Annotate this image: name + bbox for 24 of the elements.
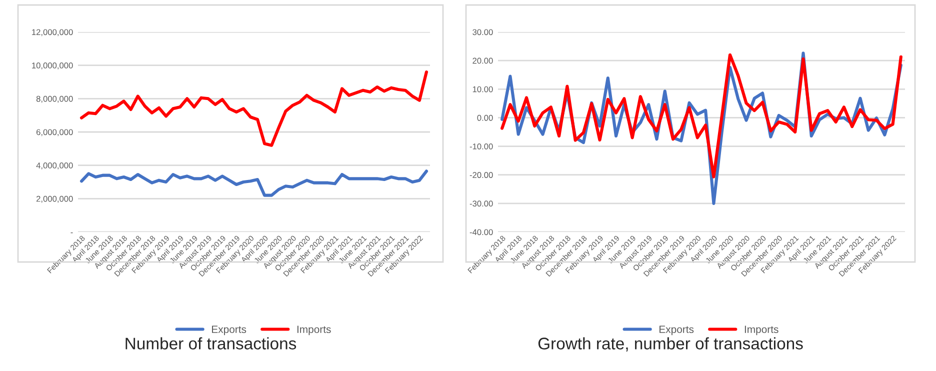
text: Number of transactions	[126, 337, 296, 350]
line-series	[80, 170, 428, 197]
y-tick-label: -30.00	[470, 200, 493, 207]
y-tick-label: 8,000,000	[36, 96, 73, 103]
y-tick-label: -40.00	[470, 229, 493, 236]
line-series	[80, 70, 428, 147]
y-tick-label: 20.00	[472, 58, 493, 64]
y-tick-label: 10.00	[472, 86, 493, 92]
legend-label: Exports	[212, 326, 246, 336]
legend-label: Imports	[297, 326, 331, 336]
line-series	[500, 53, 902, 178]
y-tick-label: 0.00	[477, 114, 493, 121]
y-tick-label: 12,000,000	[32, 29, 73, 36]
y-tick-label: -10.00	[470, 143, 493, 150]
legend-label: Imports	[744, 326, 778, 336]
y-tick-label: 10,000,000	[32, 62, 73, 70]
text: Growth rate, number of transactions	[538, 337, 803, 352]
y-tick-label: -	[70, 232, 73, 234]
y-tick-label: 2,000,000	[36, 196, 73, 203]
y-tick-label: 6,000,000	[36, 129, 73, 136]
legend-label: Exports	[660, 326, 694, 336]
y-tick-label: -20.00	[470, 172, 493, 178]
y-tick-label: 4,000,000	[36, 162, 73, 170]
y-tick-label: 30.00	[472, 29, 493, 36]
